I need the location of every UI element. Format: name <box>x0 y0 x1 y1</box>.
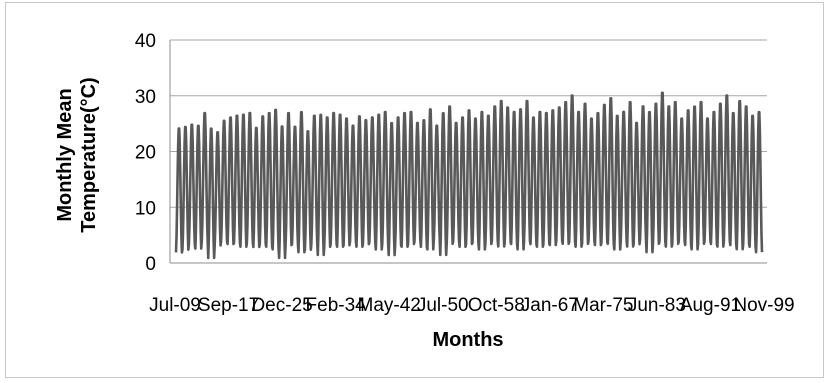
series-line-monthly-temperature <box>174 91 764 260</box>
x-tick-label: May-42 <box>358 295 421 316</box>
x-tick-label: Aug-91 <box>680 295 741 316</box>
x-tick-label: Dec-25 <box>251 295 312 316</box>
y-axis-title-line-1: Monthly Mean <box>54 88 76 221</box>
x-tick-label: Nov-99 <box>733 295 794 316</box>
x-tick-label: Feb-34 <box>306 295 367 316</box>
x-tick-label: Oct-58 <box>468 295 525 316</box>
x-tick-label: Jul-50 <box>417 295 469 316</box>
x-tick-label: Jul-09 <box>149 295 201 316</box>
axes <box>169 40 767 264</box>
y-tick-labels: 0 10 20 30 40 <box>135 31 156 275</box>
y-tick-label: 40 <box>135 31 156 52</box>
y-tick-label: 0 <box>145 254 156 275</box>
x-tick-label: Sep-17 <box>198 295 259 316</box>
y-tick-label: 10 <box>135 198 156 219</box>
y-axis-title-line-2: Temperature(°C) <box>78 77 100 232</box>
y-axis-title: Monthly Mean Temperature(°C) <box>54 77 100 232</box>
y-tick-label: 30 <box>135 87 156 108</box>
x-axis-title: Months <box>432 329 503 351</box>
x-tick-label: Mar-75 <box>573 295 633 316</box>
x-tick-label: Jan-67 <box>521 295 579 316</box>
series-layer <box>174 91 764 260</box>
y-tick-label: 20 <box>135 143 156 164</box>
x-tick-label: Jun-83 <box>628 295 686 316</box>
